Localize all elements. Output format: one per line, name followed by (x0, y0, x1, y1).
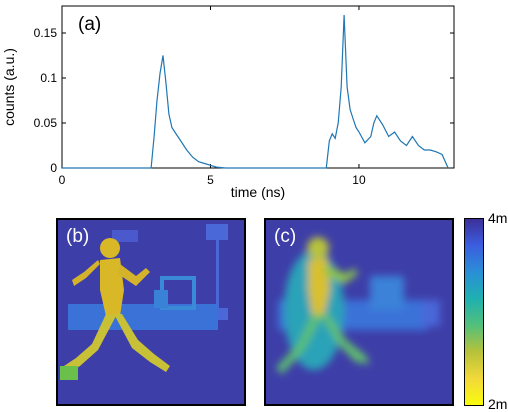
tick-group: 0 5 10 0 0.05 0.1 0.15 (34, 6, 454, 187)
x-axis-label: time (ns) (231, 184, 285, 200)
panel-b-runner-leg-front (114, 314, 170, 372)
panel-c-image: (c) (264, 218, 454, 406)
panel-c-runner-leg-back (276, 314, 322, 374)
panel-b-runner-arm-back (72, 260, 100, 286)
panel-c-label: (c) (274, 226, 297, 247)
panel-b-scene (58, 220, 244, 404)
panel-b-runner-leg-back (64, 314, 116, 372)
depth-colorbar (464, 218, 484, 406)
panel-c-scene (266, 220, 452, 404)
colorbar-top-label: 4m (488, 210, 508, 226)
panel-c-runner-arm (324, 264, 358, 284)
panel-c-runner-leg-front (320, 314, 370, 364)
panel-b-far-object (112, 230, 138, 242)
panel-c-blurred-scene (276, 237, 440, 374)
y-tick-label: 0.1 (40, 71, 57, 85)
panel-b-box (154, 290, 168, 308)
colorbar-bottom-label: 2m (488, 396, 508, 412)
y-tick-label: 0.15 (34, 26, 58, 40)
panel-b-runner-foot (60, 366, 78, 380)
x-tick-label: 5 (207, 173, 214, 187)
panel-c-chair (370, 276, 404, 310)
chart-panel-label: (a) (78, 14, 101, 35)
x-tick-label: 10 (352, 173, 366, 187)
y-tick-label: 0 (50, 161, 57, 175)
panel-b-lamp-pole (216, 240, 219, 310)
panel-b-label: (b) (66, 226, 90, 247)
panel-b-lamp-shade (206, 224, 228, 240)
y-tick-label: 0.05 (34, 116, 58, 130)
y-axis-label: counts (a.u.) (1, 48, 17, 126)
panel-c-runner-head (307, 237, 329, 259)
panel-b-runner-arm-front (118, 264, 150, 286)
counts-trace-line (62, 14, 449, 169)
time-trace-chart: 0 5 10 0 0.05 0.1 0.15 (a) time (ns) counts (a… (1, 5, 455, 200)
panel-c-lamp (422, 300, 440, 326)
x-tick-label: 0 (59, 173, 66, 187)
plot-frame (61, 5, 455, 169)
panel-b-runner-head (100, 238, 120, 258)
panel-b-image: (b) (56, 218, 246, 406)
panel-b-runner-body (100, 258, 124, 316)
